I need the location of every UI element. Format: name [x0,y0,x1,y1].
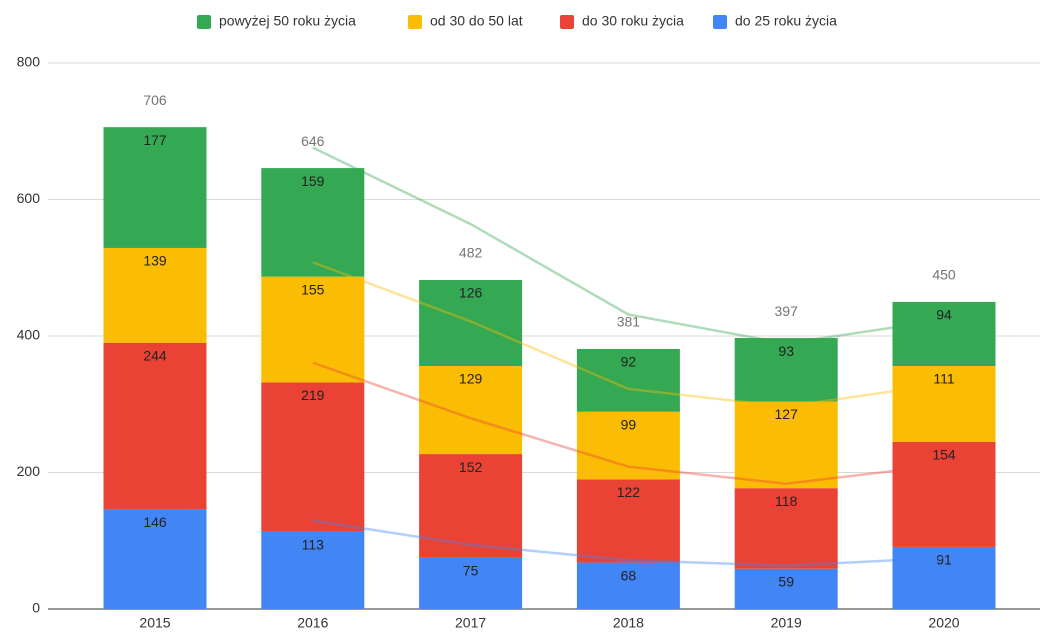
trendline [312,261,945,408]
bar-segment [734,338,838,402]
bar-segment [103,342,207,510]
data-label: 94 [936,307,952,323]
bar-segment [419,366,523,455]
data-label: 159 [301,173,325,189]
total-label: 706 [143,92,167,108]
data-label: 126 [459,285,483,301]
total-label: 397 [775,303,799,319]
bar-segment [419,454,523,558]
bar-segment [892,441,996,547]
data-label: 146 [143,514,167,530]
data-label: 152 [459,459,483,475]
total-label: 482 [459,245,483,261]
y-tick-label: 800 [17,54,41,70]
bar-segment [576,479,680,563]
y-tick-label: 0 [32,600,40,616]
x-tick-label: 2017 [455,615,486,631]
x-tick-label: 2016 [297,615,328,631]
data-label: 129 [459,371,483,387]
data-label: 219 [301,387,325,403]
data-label: 93 [778,343,794,359]
data-label: 155 [301,281,325,297]
trendline [312,361,945,486]
legend-label: powyżej 50 roku życia [219,13,356,29]
legend-swatch [408,15,422,29]
legend-swatch [560,15,574,29]
bar-segment [103,509,207,609]
bar-segment [419,280,523,367]
data-label: 122 [617,484,641,500]
bar-segment [419,557,523,609]
total-label: 646 [301,133,325,149]
bar-segment [734,568,838,609]
data-label: 99 [621,416,637,432]
bar-segment [261,382,365,532]
data-label: 111 [933,371,954,387]
total-label: 381 [617,314,641,330]
bar-segment [576,348,680,412]
bar-segment [261,168,365,277]
total-label: 450 [932,267,956,283]
legend-swatch [197,15,211,29]
bar-segment [261,531,365,609]
data-label: 68 [621,567,637,583]
trendline [312,519,945,567]
y-tick-label: 400 [17,327,41,343]
data-label: 177 [143,132,167,148]
bar-segment [576,411,680,480]
data-label: 127 [775,406,799,422]
y-tick-label: 200 [17,463,41,479]
x-tick-label: 2019 [771,615,802,631]
bar-segment [103,127,207,248]
data-label: 59 [778,573,794,589]
data-label: 154 [932,446,956,462]
data-label: 139 [143,253,167,269]
x-tick-label: 2015 [139,615,170,631]
y-tick-label: 600 [17,190,41,206]
data-label: 113 [302,537,325,553]
x-tick-label: 2018 [613,615,644,631]
data-label: 91 [936,552,952,568]
bar-segment [892,301,996,367]
data-label: 118 [775,493,798,509]
data-label: 92 [621,354,637,370]
bar-segment [576,562,680,609]
x-tick-label: 2020 [928,615,959,631]
bar-segment [892,546,996,609]
legend-label: do 25 roku życia [735,13,837,29]
legend-label: do 30 roku życia [582,13,684,29]
bar-segment [103,247,207,343]
data-label: 244 [143,348,167,364]
bar-segment [734,488,838,569]
bar-segment [892,366,996,442]
legend-label: od 30 do 50 lat [430,13,523,29]
trendline [312,146,945,345]
legend-swatch [713,15,727,29]
bar-segment [261,276,365,383]
bar-segment [734,401,838,489]
data-label: 75 [463,563,479,579]
